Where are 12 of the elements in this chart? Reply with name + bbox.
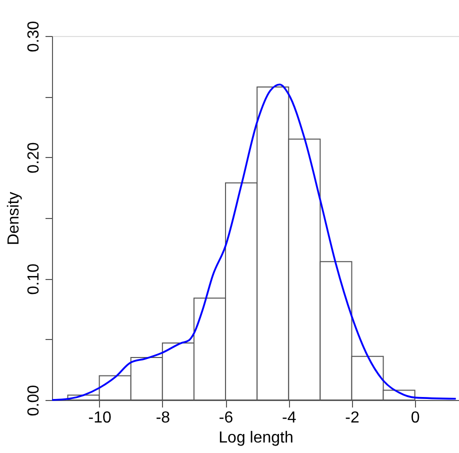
x-tick-label: -4 [282, 410, 296, 426]
x-tick-label: -10 [88, 410, 112, 426]
x-tick-label: -6 [218, 410, 234, 426]
y-tick-label: 0.30 [26, 20, 42, 52]
y-tick-label: 0.20 [26, 142, 42, 174]
y-axis-title: Density [6, 192, 22, 246]
x-axis-title: Log length [218, 430, 294, 446]
x-tick-label: -2 [345, 410, 360, 426]
x-tick-label: 0 [410, 410, 420, 426]
y-tick-label: 0.00 [26, 384, 42, 416]
x-tick-label: -8 [156, 410, 170, 426]
y-tick-label: 0.10 [26, 263, 42, 295]
